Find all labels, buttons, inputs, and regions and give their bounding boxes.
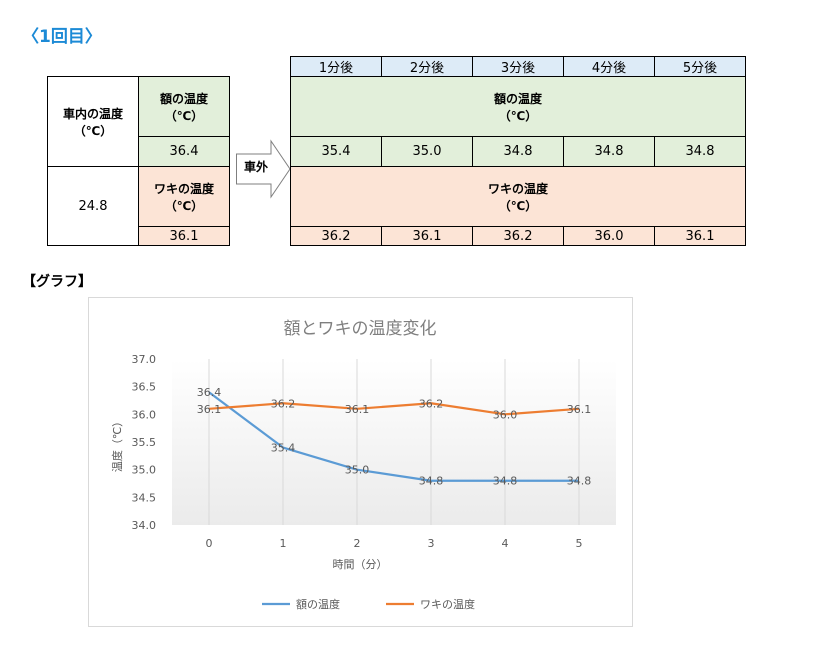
y-tick-label: 37.0 <box>132 353 157 366</box>
forehead-value-cell: 34.8 <box>654 136 746 167</box>
data-label: 36.4 <box>197 386 222 399</box>
x-axis-label: 時間（分） <box>333 558 388 571</box>
series-line <box>208 402 580 416</box>
time-header: 4分後 <box>563 56 655 77</box>
data-label: 35.4 <box>271 442 296 455</box>
data-label: 34.8 <box>493 475 518 488</box>
car-temp-table: 車内の温度 （℃） 額の温度 （℃） 36.4 24.8 ワキの温度 （℃） 3… <box>47 76 230 246</box>
data-label: 34.8 <box>567 475 592 488</box>
time-header: 1分後 <box>290 56 382 77</box>
time-header: 3分後 <box>472 56 564 77</box>
right-arrow-icon <box>236 139 291 199</box>
data-label: 34.8 <box>419 475 444 488</box>
armpit-temp-header: ワキの温度 （℃） <box>290 166 746 227</box>
data-label: 36.2 <box>271 397 296 410</box>
x-tick-label: 4 <box>502 537 509 550</box>
line-chart: 額とワキの温度変化 34.0 34.5 35.0 35.5 36.0 36.5 37.0 0 1 2… <box>110 319 616 611</box>
legend-entry: 額の温度 <box>296 597 340 611</box>
data-label: 36.1 <box>345 403 370 416</box>
plot-background <box>172 359 616 525</box>
data-label: 36.1 <box>567 403 592 416</box>
armpit-value-cell: 36.1 <box>381 226 473 246</box>
car-interior-label: 車内の温度 （℃） <box>47 76 139 167</box>
data-label: 36.1 <box>197 403 222 416</box>
chart-title: 額とワキの温度変化 <box>284 319 437 339</box>
elapsed-temp-table: 1分後 2分後 3分後 4分後 5分後 額の温度 （℃） 35.4 35.0 3… <box>290 56 746 246</box>
armpit-temp-label: ワキの温度 （℃） <box>138 166 230 227</box>
section-heading: 〈1回目〉 <box>22 27 102 47</box>
x-tick-label: 2 <box>354 537 361 550</box>
car-interior-value: 24.8 <box>47 166 139 246</box>
forehead-temp-value: 36.4 <box>138 136 230 167</box>
time-header: 5分後 <box>654 56 746 77</box>
data-label: 36.2 <box>419 397 444 410</box>
forehead-value-cell: 34.8 <box>563 136 655 167</box>
y-tick-label: 35.5 <box>132 436 157 449</box>
time-header: 2分後 <box>381 56 473 77</box>
y-tick-label: 36.0 <box>132 408 157 421</box>
armpit-temp-value: 36.1 <box>138 226 230 246</box>
armpit-value-cell: 36.2 <box>290 226 382 246</box>
forehead-value-cell: 34.8 <box>472 136 564 167</box>
series-line <box>208 391 579 482</box>
data-label: 36.0 <box>493 408 518 421</box>
outside-car-label: 車外 <box>243 160 268 174</box>
forehead-value-cell: 35.0 <box>381 136 473 167</box>
armpit-value-cell: 36.0 <box>563 226 655 246</box>
armpit-value-cell: 36.2 <box>472 226 564 246</box>
y-tick-label: 34.0 <box>132 519 157 532</box>
legend-entry: ワキの温度 <box>420 597 475 611</box>
y-tick-label: 35.0 <box>132 464 157 477</box>
chart-area: 額とワキの温度変化 34.0 34.5 35.0 35.5 36.0 36.5 37.0 0 1 2… <box>88 297 633 627</box>
x-tick-label: 3 <box>428 537 435 550</box>
x-tick-label: 5 <box>576 537 583 550</box>
y-tick-label: 36.5 <box>132 381 157 394</box>
forehead-temp-header: 額の温度 （℃） <box>290 76 746 137</box>
x-tick-label: 1 <box>280 537 287 550</box>
y-axis-label: 温度（℃） <box>110 416 124 472</box>
y-tick-label: 34.5 <box>132 491 157 504</box>
x-tick-label: 0 <box>206 537 213 550</box>
graph-heading: 【グラフ】 <box>22 274 92 290</box>
data-label: 35.0 <box>345 464 370 477</box>
armpit-value-cell: 36.1 <box>654 226 746 246</box>
forehead-temp-label: 額の温度 （℃） <box>138 76 230 137</box>
forehead-value-cell: 35.4 <box>290 136 382 167</box>
